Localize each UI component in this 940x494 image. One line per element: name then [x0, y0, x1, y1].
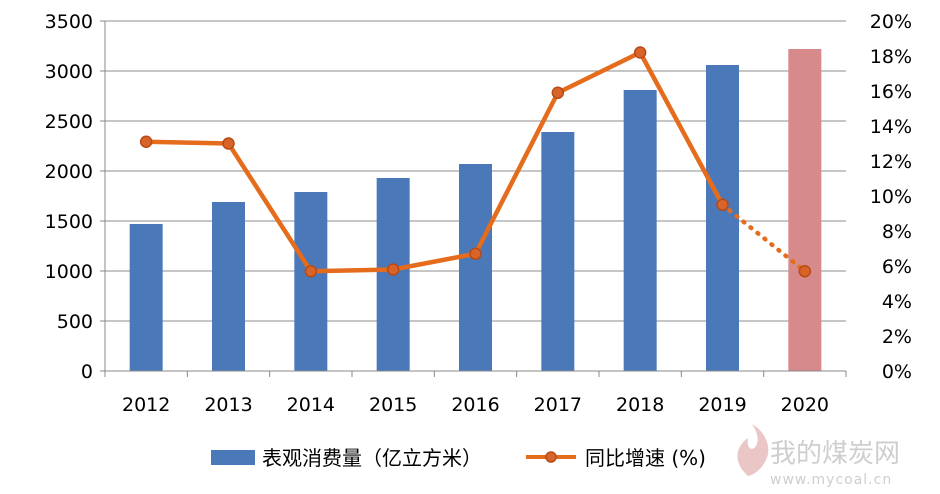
legend-bar-label: 表观消费量（亿立方米） [262, 446, 482, 470]
left-tick-label: 2500 [45, 111, 93, 133]
bar-2012 [129, 224, 163, 371]
axes [104, 21, 846, 372]
right-tick-label: 6% [882, 256, 912, 278]
x-axis-ticks: 2012 2013 2014 2015 2016 2017 2018 2019 2020 [104, 371, 847, 416]
watermark-url: www.mycoal.cn [770, 472, 892, 488]
growth-point-2016 [469, 247, 482, 260]
legend-line-marker [545, 451, 557, 463]
x-tick-label: 2014 [287, 394, 335, 416]
bar-2013 [212, 202, 245, 371]
watermark-text: 我的煤炭网 [770, 439, 900, 469]
growth-point-2018 [633, 46, 647, 59]
line-series [139, 46, 812, 278]
growth-line-solid [143, 50, 725, 274]
bar-2017 [541, 132, 575, 371]
growth-point-2012 [139, 135, 153, 148]
bar-2016 [459, 164, 492, 371]
bar-2019 [706, 65, 739, 371]
bar-2018 [623, 90, 657, 371]
x-tick-label: 2020 [781, 394, 829, 416]
right-tick-label: 0% [882, 361, 912, 383]
growth-point-2015 [386, 263, 400, 276]
x-tick-label: 2017 [534, 394, 582, 416]
left-tick-label: 3000 [45, 61, 93, 83]
left-tick-label: 500 [57, 311, 93, 333]
legend-line-label: 同比增速 (%) [585, 446, 706, 470]
right-tick-label: 4% [882, 291, 912, 313]
right-tick-label: 20% [870, 11, 912, 33]
left-tick-label: 2000 [45, 161, 93, 183]
left-tick-label: 3500 [45, 11, 93, 33]
watermark: 我的煤炭网 www.mycoal.cn [737, 424, 900, 488]
right-tick-label: 16% [870, 81, 912, 103]
legend-bar-swatch [211, 450, 255, 465]
right-tick-label: 8% [882, 221, 912, 243]
left-axis-ticks: 0 500 1000 1500 2000 2500 3000 3500 [45, 11, 105, 383]
bar-2014 [294, 192, 328, 371]
growth-point-2020 [798, 265, 812, 278]
x-tick-label: 2018 [616, 394, 664, 416]
x-tick-label: 2013 [204, 394, 252, 416]
growth-point-2019 [716, 198, 729, 211]
x-tick-label: 2019 [698, 394, 746, 416]
right-tick-label: 2% [882, 326, 912, 348]
left-tick-label: 1000 [45, 261, 93, 283]
right-tick-label: 12% [870, 151, 912, 173]
right-tick-label: 10% [870, 186, 912, 208]
right-axis-ticks: 0% 2% 4% 6% 8% 10% 12% 14% 16% 18% 20% [870, 11, 912, 383]
growth-point-2014 [304, 265, 318, 278]
bar-2020 [788, 49, 822, 371]
growth-point-2017 [551, 86, 565, 99]
growth-line-dotted [720, 202, 808, 274]
legend: 表观消费量（亿立方米） 同比增速 (%) [211, 446, 706, 470]
bar-series [129, 49, 822, 371]
x-tick-label: 2016 [451, 394, 499, 416]
left-tick-label: 1500 [45, 211, 93, 233]
growth-point-2013 [222, 137, 235, 150]
flame-logo-icon [737, 424, 769, 476]
right-tick-label: 18% [870, 46, 912, 68]
x-tick-label: 2012 [122, 394, 170, 416]
right-tick-label: 14% [870, 116, 912, 138]
left-tick-label: 0 [81, 361, 93, 383]
x-tick-label: 2015 [369, 394, 417, 416]
